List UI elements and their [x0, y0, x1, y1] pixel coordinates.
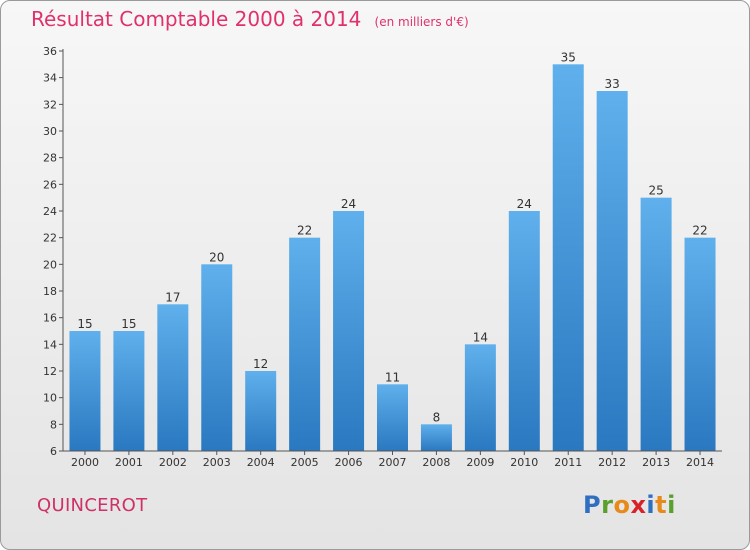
place-name: QUINCEROT: [37, 495, 148, 516]
y-tick-label: 34: [43, 72, 57, 85]
bar: [464, 344, 496, 451]
x-tick-label: 2003: [203, 456, 231, 469]
bar-value-label: 14: [473, 330, 488, 344]
title-row: Résultat Comptable 2000 à 2014 (en milli…: [31, 7, 469, 31]
bar: [157, 304, 189, 451]
x-tick-label: 2014: [686, 456, 714, 469]
logo-letter: i: [667, 491, 676, 519]
bar: [201, 264, 233, 451]
bar: [245, 371, 277, 451]
logo-letter: i: [646, 491, 656, 519]
bar: [377, 384, 408, 451]
bar-value-label: 15: [77, 317, 92, 331]
x-tick-label: 2005: [291, 456, 319, 469]
bar: [640, 197, 672, 451]
bar-value-label: 25: [648, 184, 663, 198]
y-tick-label: 22: [43, 232, 57, 245]
bar: [552, 64, 584, 452]
proxiti-logo: Proxiti: [583, 491, 676, 519]
chart-subtitle: (en milliers d'€): [374, 15, 469, 29]
x-tick-label: 2009: [466, 456, 494, 469]
x-tick-label: 2013: [642, 456, 670, 469]
bar-value-label: 12: [253, 357, 268, 371]
x-tick-label: 2000: [71, 456, 99, 469]
bar-value-label: 8: [433, 410, 441, 424]
y-tick-label: 24: [43, 205, 57, 218]
x-tick-label: 2007: [379, 456, 407, 469]
bar: [333, 211, 365, 451]
bar-value-label: 17: [165, 290, 180, 304]
bar-value-label: 11: [385, 370, 400, 384]
y-tick-label: 26: [43, 178, 57, 191]
bar: [596, 91, 628, 451]
bar-value-label: 24: [517, 197, 532, 211]
logo-letter: t: [655, 491, 668, 519]
logo-letter: P: [583, 491, 602, 519]
x-tick-label: 2010: [510, 456, 538, 469]
bar-value-label: 24: [341, 197, 356, 211]
bar: [508, 211, 540, 451]
logo-letter: x: [630, 491, 647, 519]
bar-value-label: 20: [209, 250, 224, 264]
y-tick-label: 30: [43, 125, 57, 138]
bar: [420, 424, 452, 451]
bar-value-label: 33: [605, 77, 620, 91]
y-tick-label: 8: [50, 418, 57, 431]
y-tick-label: 36: [43, 45, 57, 58]
y-tick-label: 6: [50, 445, 57, 458]
bar: [113, 331, 145, 451]
bar: [684, 237, 716, 451]
y-tick-label: 12: [43, 365, 57, 378]
logo-letter: r: [601, 491, 614, 519]
bar: [289, 237, 321, 451]
x-tick-label: 2002: [159, 456, 187, 469]
y-tick-label: 10: [43, 392, 57, 405]
logo-letter: o: [613, 491, 631, 519]
bar-value-label: 22: [692, 224, 707, 238]
bar-value-label: 35: [561, 50, 576, 64]
x-tick-label: 2001: [115, 456, 143, 469]
y-tick-label: 28: [43, 152, 57, 165]
chart-title: Résultat Comptable 2000 à 2014: [31, 7, 362, 31]
x-tick-label: 2008: [422, 456, 450, 469]
y-tick-label: 20: [43, 258, 57, 271]
y-tick-label: 16: [43, 312, 57, 325]
bar-value-label: 22: [297, 224, 312, 238]
x-tick-label: 2011: [554, 456, 582, 469]
y-tick-label: 32: [43, 98, 57, 111]
x-tick-label: 2004: [247, 456, 275, 469]
x-tick-label: 2012: [598, 456, 626, 469]
y-tick-label: 14: [43, 338, 57, 351]
x-tick-label: 2006: [335, 456, 363, 469]
bar: [69, 331, 101, 451]
bar-value-label: 15: [121, 317, 136, 331]
y-tick-label: 18: [43, 285, 57, 298]
